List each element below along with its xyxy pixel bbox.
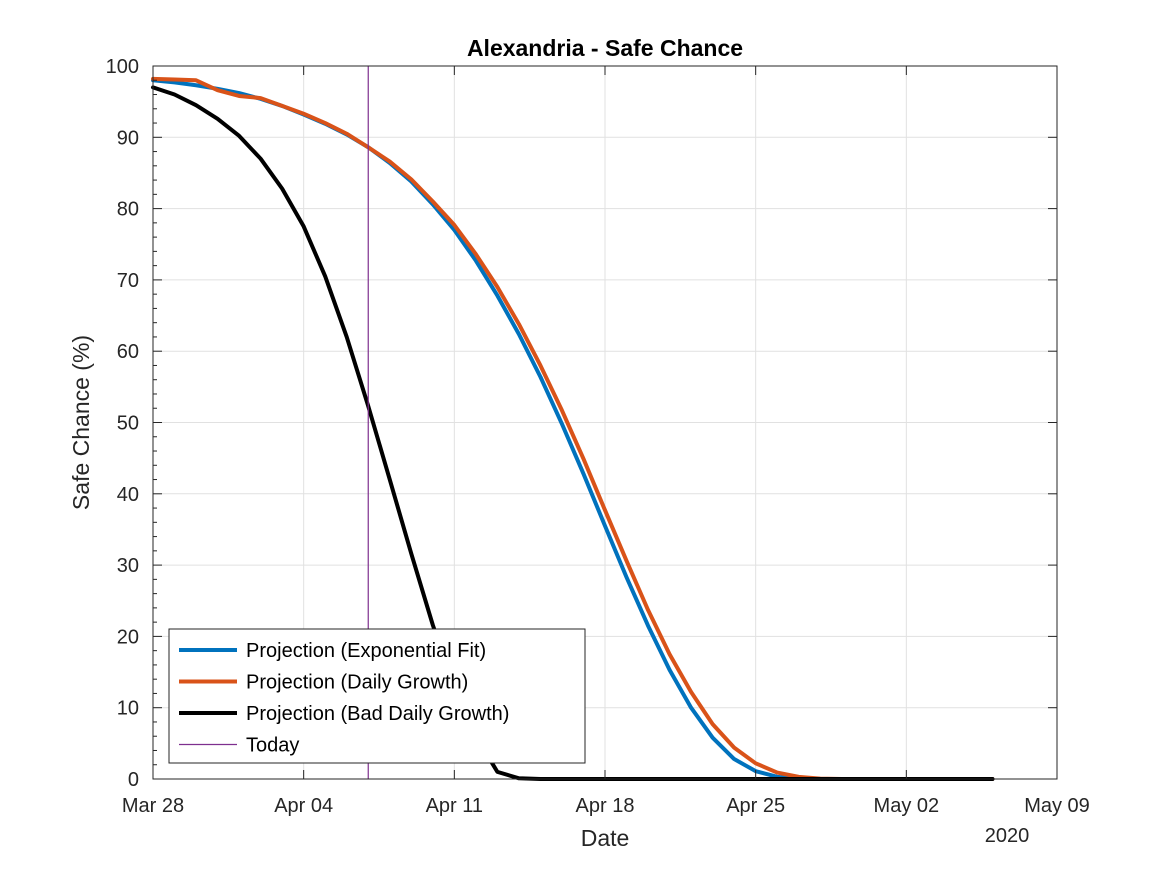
y-tick-label: 80 (117, 199, 139, 221)
chart-title: Alexandria - Safe Chance (467, 35, 743, 61)
y-tick-label: 0 (128, 769, 139, 791)
legend-label: Projection (Bad Daily Growth) (246, 703, 509, 725)
series-line-2 (151, 76, 995, 781)
x-axis-year-label: 2020 (985, 825, 1030, 847)
y-tick-label: 100 (106, 56, 139, 78)
y-tick-label: 20 (117, 626, 139, 648)
legend: Projection (Exponential Fit) Projection (… (168, 628, 586, 764)
x-tick-label: Apr 18 (576, 795, 635, 817)
x-tick-label: May 02 (874, 795, 940, 817)
x-axis-label: Date (581, 825, 630, 851)
x-tick-label: Mar 28 (122, 795, 184, 817)
legend-label: Today (246, 735, 299, 757)
y-tick-label: 40 (117, 484, 139, 506)
y-axis-label: Safe Chance (%) (68, 335, 94, 510)
x-tick-label: Apr 04 (274, 795, 333, 817)
y-tick-label: 50 (117, 413, 139, 435)
y-tick-label: 90 (117, 127, 139, 149)
y-tick-label: 10 (117, 698, 139, 720)
y-tick-label: 30 (117, 555, 139, 577)
x-tick-label: Apr 25 (726, 795, 785, 817)
y-tick-label: 60 (117, 341, 139, 363)
y-tick-label: 70 (117, 270, 139, 292)
legend-label: Projection (Exponential Fit) (246, 640, 486, 662)
axis-ticks: Mar 28 Apr 04 Apr 11 Apr 18 Apr 25 May 02 May … (106, 56, 1090, 817)
x-tick-label: May 09 (1024, 795, 1090, 817)
legend-label: Projection (Daily Growth) (246, 672, 468, 694)
x-tick-label: Apr 11 (426, 795, 483, 817)
legend-box (168, 628, 586, 764)
